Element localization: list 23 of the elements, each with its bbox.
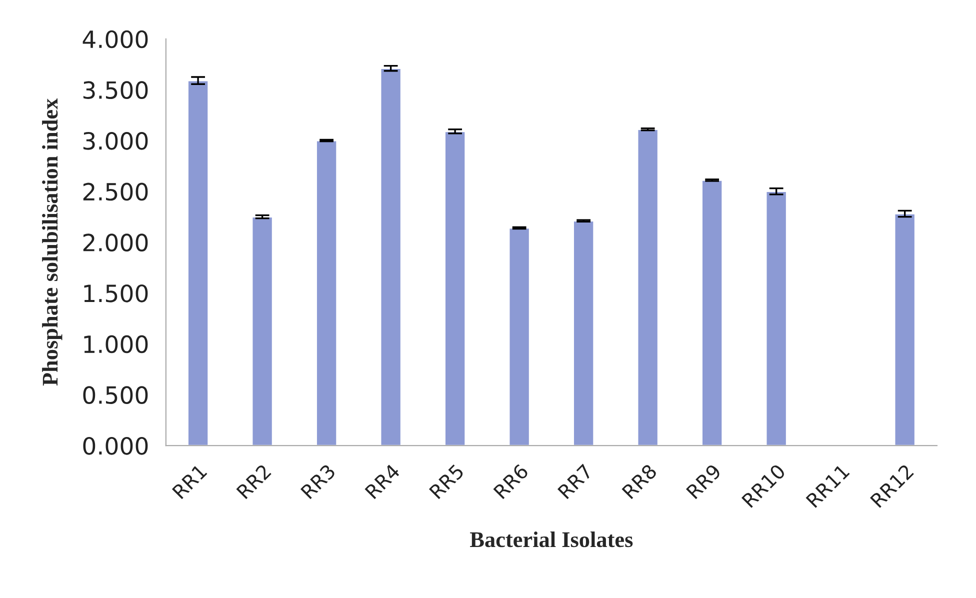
bar [894, 213, 916, 446]
bar [380, 68, 402, 446]
bar [251, 216, 274, 446]
x-tick-label: RR1 [172, 464, 208, 500]
y-tick-label: 3.000 [83, 132, 148, 150]
bar [572, 220, 595, 446]
y-tick-label: 4.000 [82, 30, 148, 48]
y-axis-title: Phosphate solubilisation index [42, 98, 62, 386]
bar [508, 227, 530, 446]
bar [316, 140, 338, 446]
x-axis-title: Bacterial Isolates [470, 532, 633, 548]
y-tick-label: 2.500 [83, 182, 148, 201]
y-tick-label: 0.000 [83, 436, 148, 455]
y-tick-label: 1.500 [84, 284, 148, 302]
bar [187, 80, 210, 446]
y-tick-label: 3.500 [83, 81, 148, 100]
y-tick-label: 1.000 [84, 335, 148, 354]
bar [765, 190, 788, 446]
y-tick-label: 2.000 [83, 234, 148, 252]
bar [444, 130, 466, 446]
bar [636, 128, 659, 446]
bar [701, 179, 724, 446]
y-tick-label: 0.500 [83, 386, 148, 404]
